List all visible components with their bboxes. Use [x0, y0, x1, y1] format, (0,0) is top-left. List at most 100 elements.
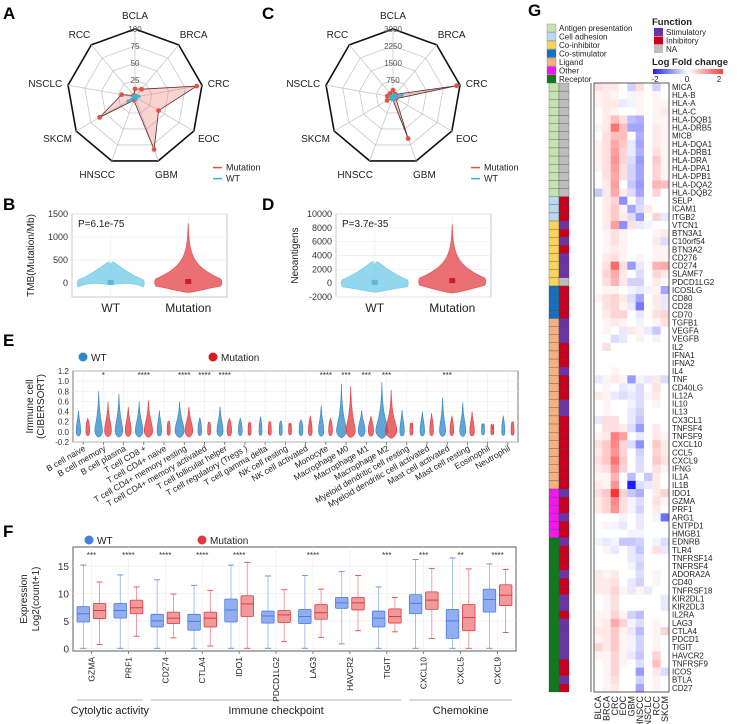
radar-point-mutation	[384, 98, 390, 103]
y-tick-label: 0	[327, 278, 332, 288]
category-legend-label-receptor: Receptor	[559, 75, 592, 84]
radar-point-wt	[132, 94, 136, 98]
row-label-cd274: CD274	[672, 262, 697, 271]
box-chart-expression: 0 5 10 15 Expression Log2(count+1) WT Mutation G…	[19, 535, 517, 717]
row-label-icam1: ICAM1	[672, 205, 697, 214]
heatmap-cell	[635, 115, 645, 124]
violin-mutation	[418, 224, 487, 294]
row-category-il1b	[548, 480, 560, 490]
heatmap-cell	[635, 350, 645, 360]
row-category-icos	[548, 667, 560, 676]
heatmap-cell	[594, 464, 603, 474]
box-wt	[482, 588, 497, 613]
row-function-ccl5	[558, 448, 570, 457]
row-function-pdcd1lg2	[558, 277, 570, 287]
heatmap-cell	[635, 188, 645, 197]
heatmap-cell	[652, 229, 661, 238]
heatmap-cell	[594, 221, 603, 230]
heatmap-cell	[619, 399, 628, 409]
heatmap-cell	[644, 464, 653, 474]
heatmap-cell	[619, 188, 628, 197]
heatmap-cell	[602, 131, 611, 141]
heatmap-cell	[644, 627, 653, 636]
heatmap-cell	[594, 440, 603, 449]
heatmap-cell	[594, 578, 603, 587]
x-tick-label-wt: WT	[101, 301, 120, 315]
heatmap-cell	[610, 505, 620, 514]
heatmap-cell	[619, 383, 628, 392]
heatmap-cell	[627, 318, 636, 327]
row-function-ifna1	[558, 350, 570, 360]
heatmap-cell	[660, 204, 670, 214]
radar-tick-label: 75	[131, 42, 140, 51]
heatmap-cell	[660, 602, 670, 612]
heatmap-cell	[619, 318, 628, 327]
heatmap-cell	[594, 212, 603, 222]
radar-axis-label-skcm: SKCM	[43, 134, 72, 145]
heatmap-cell	[627, 651, 636, 660]
legend-swatch-mutation	[208, 352, 218, 362]
row-category-mica	[548, 82, 560, 92]
heatmap-cell	[619, 286, 628, 295]
row-category-btn3a2	[548, 245, 560, 254]
row-function-cd274	[558, 261, 570, 270]
heatmap-cell	[627, 448, 636, 457]
column-label-skcm: SKCM	[660, 696, 670, 722]
y-tick-label: 0.4	[58, 408, 70, 417]
significance-stars: ****	[491, 551, 503, 560]
colorbar-tick-label: 2	[717, 75, 722, 84]
heatmap-cell	[635, 123, 645, 133]
radar-grid-ring	[375, 79, 411, 114]
row-category-hla-a	[548, 99, 560, 108]
heatmap-cell	[660, 253, 670, 262]
heatmap-cell	[635, 448, 645, 457]
row-category-kir2dl3	[548, 602, 560, 611]
heatmap-cell	[610, 188, 620, 197]
heatmap-cell	[652, 334, 661, 344]
heatmap-cell	[627, 578, 636, 587]
row-label-hla-dqa1: HLA-DQA1	[672, 140, 713, 149]
heatmap-cell	[652, 383, 661, 392]
heatmap-cell	[610, 529, 620, 539]
heatmap-cell	[652, 399, 661, 409]
heatmap-cell	[594, 204, 603, 214]
column-label-blca: BLCA	[593, 696, 603, 720]
row-category-pdcd1	[548, 635, 560, 644]
row-label-havcr2: HAVCR2	[672, 651, 704, 660]
heatmap-cell	[652, 407, 661, 417]
radar-axis-label-eoc: EOC	[198, 134, 220, 145]
heatmap-cell	[644, 277, 653, 287]
heatmap-cell	[635, 334, 645, 344]
row-label-ifna2: IFNA2	[672, 359, 695, 368]
function-legend-swatch-inhibitory	[654, 36, 663, 45]
heatmap-cell	[602, 440, 611, 449]
heatmap-cell	[660, 156, 670, 165]
heatmap-cell	[660, 675, 670, 685]
row-label-vtcn1: VTCN1	[672, 221, 699, 230]
heatmap-cell	[602, 610, 611, 620]
heatmap-cell	[627, 424, 636, 433]
heatmap-cell	[652, 497, 661, 506]
heatmap-cell	[602, 180, 611, 189]
heatmap-cell	[594, 180, 603, 189]
row-function-adora2a	[558, 570, 570, 579]
row-label-il1a: IL1A	[672, 473, 689, 482]
heatmap-cell	[635, 91, 645, 100]
heatmap-cell	[660, 537, 670, 547]
heatmap-cell	[610, 635, 620, 644]
heatmap-cell	[635, 562, 645, 571]
radar-axis-label-hnscc: HNSCC	[337, 170, 373, 181]
heatmap-cell	[594, 497, 603, 506]
legend-label-wt: WT	[484, 174, 498, 184]
heatmap-cell	[594, 245, 603, 254]
heatmap-cell	[660, 302, 670, 311]
x-tick-label-cxcl5: CXCL5	[456, 657, 466, 685]
heatmap-cell	[602, 407, 611, 417]
row-category-lag3	[548, 618, 560, 628]
heatmap-cell	[660, 513, 670, 522]
heatmap-cell	[619, 635, 628, 644]
heatmap-cell	[635, 424, 645, 433]
heatmap-cell	[644, 123, 653, 133]
heatmap-cell	[602, 147, 611, 157]
category-legend-swatch-other	[546, 66, 557, 75]
